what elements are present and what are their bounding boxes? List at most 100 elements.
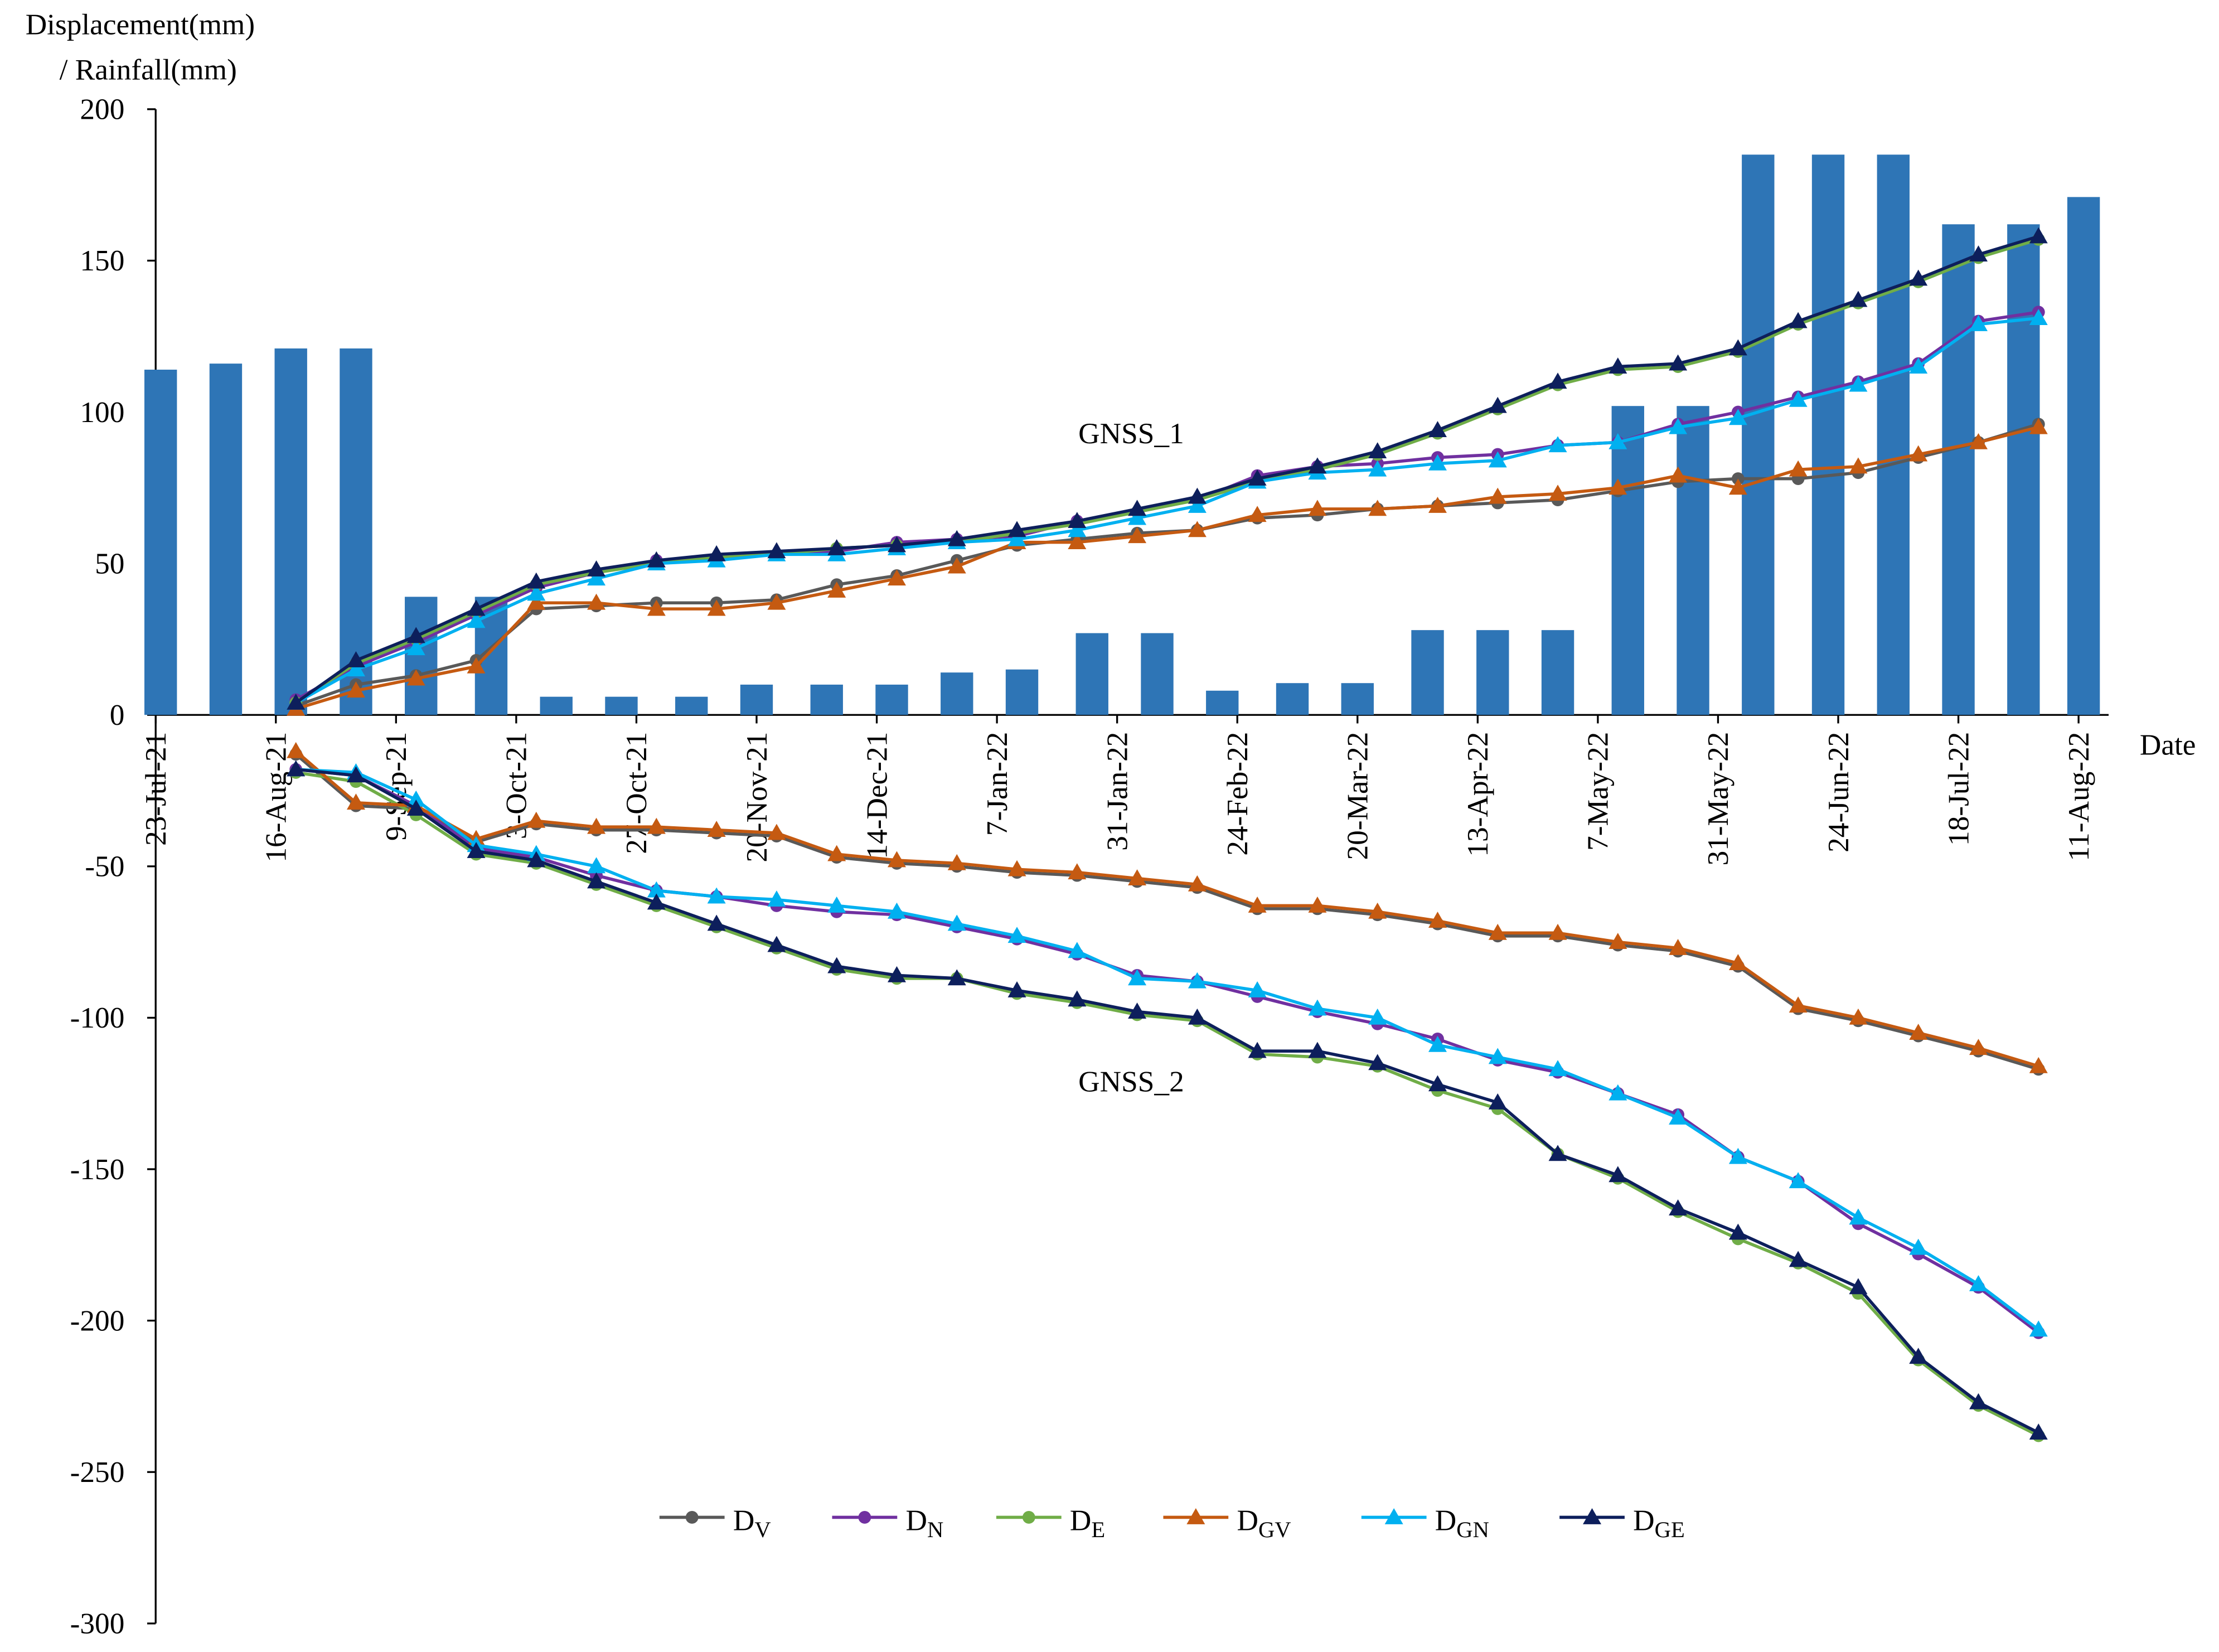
marker [1428,1035,1447,1052]
marker [1128,969,1147,986]
legend-label: DGE [1633,1504,1685,1542]
marker [767,823,786,840]
marker [1728,339,1747,356]
marker [1728,1147,1747,1164]
x-tick-label: 24-Jun-22 [1822,732,1855,852]
marker [1128,527,1147,544]
marker [1248,1041,1267,1058]
marker [947,969,966,986]
x-tick-label: 11-Aug-22 [2062,732,2095,861]
x-tick-label: 23-Jul-21 [139,732,172,846]
marker [1608,1166,1627,1183]
marker [1368,902,1387,919]
marker [1308,457,1327,474]
marker [707,914,726,931]
marker [707,545,726,561]
marker [887,569,906,586]
bar [1541,630,1574,715]
marker [1789,312,1808,328]
y-tick-label: 100 [80,396,124,429]
y-tick-label: -50 [85,850,124,883]
marker [1583,1508,1602,1524]
bar [675,696,708,715]
bar [540,696,573,715]
marker [1428,496,1447,513]
marker [1308,500,1327,516]
bar [144,370,177,715]
marker [647,881,666,898]
marker [1849,457,1868,474]
marker [587,872,606,889]
x-tick-label: 27-Oct-21 [620,732,653,854]
marker [1068,521,1087,537]
bar [274,348,307,715]
x-tick-label: 31-May-22 [1702,732,1734,866]
marker [587,569,606,586]
marker [2029,1057,2048,1073]
marker [1488,1048,1507,1064]
marker [587,593,606,610]
marker [406,627,425,643]
x-tick-label: 18-Jul-22 [1942,732,1975,846]
marker [1248,896,1267,913]
bar [1677,406,1709,715]
marker [1909,1238,1928,1255]
marker [767,890,786,907]
marker [1368,1008,1387,1025]
bar [1877,154,1910,715]
marker [947,530,966,546]
x-tick-label: 13-Apr-22 [1461,732,1494,857]
legend-label: DV [733,1504,771,1542]
marker [647,893,666,910]
marker [647,817,666,834]
marker [2029,418,2048,434]
marker [767,542,786,559]
marker [1548,436,1567,453]
legend-label: DGN [1435,1504,1489,1542]
marker [1007,530,1026,546]
bar [875,684,908,715]
marker [1789,1251,1808,1267]
marker [467,612,486,628]
marker [887,966,906,982]
marker [887,536,906,553]
bar [1206,690,1239,715]
line [294,753,2039,1071]
marker [827,539,846,555]
marker [406,669,425,686]
marker [1728,478,1747,495]
annotation: GNSS_2 [1078,1065,1184,1098]
marker [527,811,546,828]
marker [767,936,786,952]
marker [1308,1041,1327,1058]
marker [1428,454,1447,471]
marker [1428,1075,1447,1092]
marker [1428,912,1447,928]
marker [858,1511,871,1524]
marker [1849,375,1868,392]
marker [1188,1008,1207,1025]
marker [1488,923,1507,940]
marker [1488,451,1507,468]
marker [1969,1393,1988,1409]
marker [707,599,726,616]
marker [1128,500,1147,516]
bar [941,672,973,715]
marker [1308,896,1327,913]
marker [1368,442,1387,459]
x-tick-label: 20-Nov-21 [740,732,773,863]
x-tick-label: 3-Oct-21 [500,732,533,839]
marker [346,651,365,667]
bar [209,364,243,715]
marker [1128,869,1147,885]
marker [767,593,786,610]
marker [1548,1060,1567,1077]
marker [406,800,425,816]
x-axis-title: Date [2140,728,2196,761]
marker [827,957,846,973]
marker [1007,981,1026,997]
y-tick-label: 50 [95,547,124,580]
marker [1969,245,1988,261]
x-tick-label: 7-Jan-22 [981,732,1014,836]
marker [1007,927,1026,943]
